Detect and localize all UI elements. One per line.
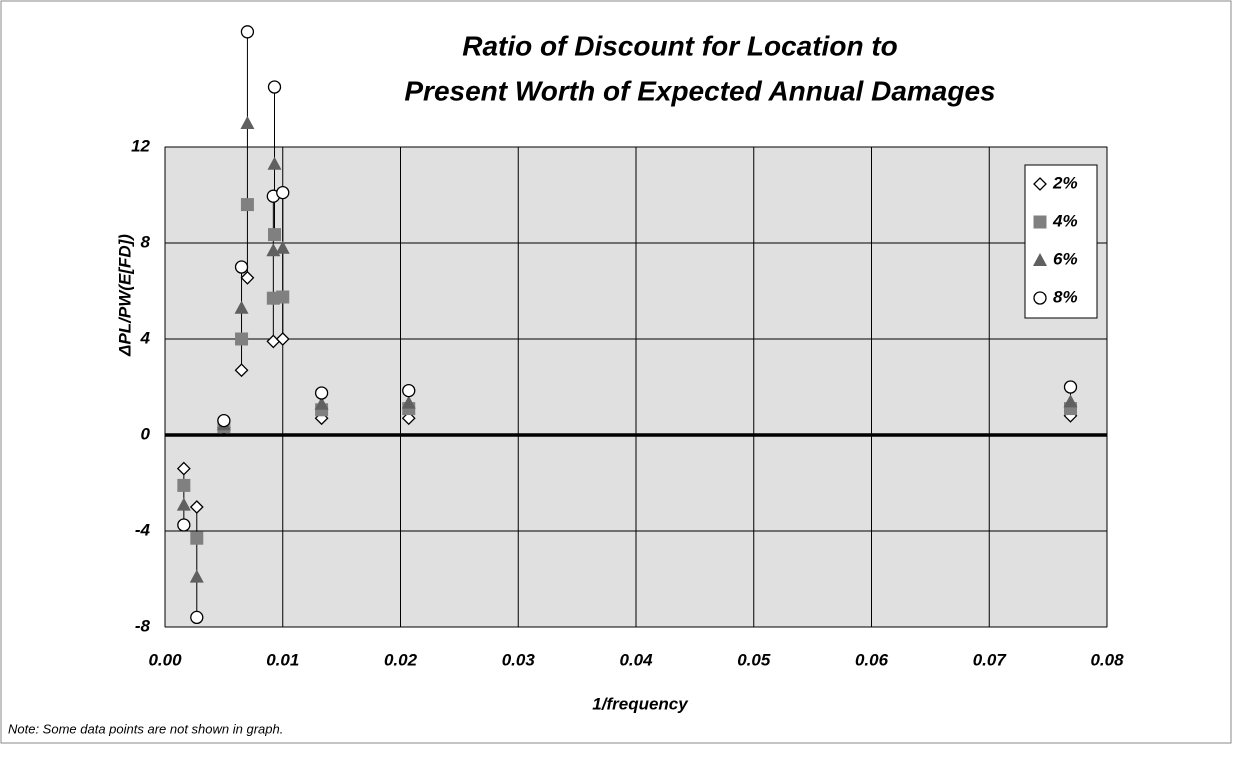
- legend-marker: [1033, 253, 1047, 266]
- point: [190, 531, 204, 545]
- point: [401, 411, 416, 426]
- point: [176, 497, 191, 511]
- chart-title: Present Worth of Expected Annual Damages: [404, 75, 995, 106]
- point: [234, 363, 249, 378]
- x-axis-label: 1/frequency: [592, 694, 689, 713]
- point: [234, 300, 249, 314]
- y-tick-label: -8: [135, 616, 151, 635]
- point: [401, 395, 416, 409]
- x-tick-label: 0.06: [855, 650, 889, 669]
- point: [275, 332, 290, 346]
- y-tick-label: 4: [140, 328, 151, 347]
- point: [177, 478, 191, 492]
- point: [268, 228, 282, 242]
- point: [189, 569, 204, 583]
- legend-label: 8%: [1053, 287, 1078, 306]
- point: [240, 25, 255, 39]
- y-tick-label: 12: [131, 136, 150, 155]
- x-tick-label: 0.04: [619, 650, 653, 669]
- legend-marker: [1033, 291, 1047, 305]
- x-tick-label: 0.01: [266, 650, 299, 669]
- chart-title: Ratio of Discount for Location to: [462, 30, 898, 61]
- point: [1063, 394, 1078, 408]
- point: [235, 332, 249, 346]
- x-tick-label: 0.03: [502, 650, 536, 669]
- y-tick-label: -4: [135, 520, 151, 539]
- y-axis-label: ΔPL/PW(E[FD]): [115, 234, 134, 357]
- point: [314, 396, 329, 410]
- point: [240, 198, 254, 212]
- note: Note: Some data points are not shown in …: [8, 721, 283, 736]
- point: [240, 270, 255, 285]
- point: [314, 386, 329, 400]
- point: [217, 413, 231, 428]
- point: [177, 518, 191, 532]
- legend-label: 4%: [1052, 211, 1078, 230]
- legend-label: 6%: [1053, 249, 1078, 268]
- point: [276, 290, 290, 304]
- point: [234, 260, 249, 274]
- point: [1063, 380, 1078, 394]
- point: [267, 156, 282, 170]
- y-tick-label: 8: [141, 232, 151, 251]
- x-tick-label: 0.00: [148, 650, 182, 669]
- point: [240, 116, 255, 129]
- point: [267, 80, 282, 94]
- x-tick-label: 0.08: [1090, 650, 1124, 669]
- x-tick-label: 0.07: [973, 650, 1008, 669]
- point: [275, 240, 290, 254]
- point: [176, 461, 191, 476]
- legend-marker: [1033, 215, 1047, 229]
- grid: [164, 146, 1108, 628]
- x-tick-label: 0.05: [737, 650, 771, 669]
- point: [190, 610, 204, 625]
- point: [276, 185, 290, 200]
- legend-label: 2%: [1052, 173, 1078, 192]
- point: [189, 500, 204, 514]
- y-tick-label: 0: [141, 424, 151, 443]
- point: [402, 383, 416, 398]
- marks: [176, 25, 1078, 625]
- legend-marker: [1033, 177, 1047, 191]
- x-tick-label: 0.02: [384, 650, 418, 669]
